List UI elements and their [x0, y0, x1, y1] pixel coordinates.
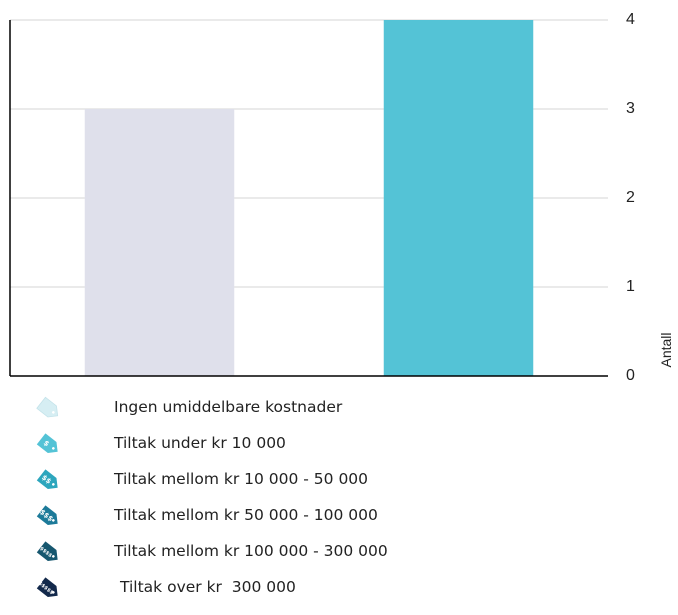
price-tag-icon: $$$: [36, 505, 58, 525]
price-tag-icon: $$$$$: [36, 577, 58, 597]
price-tag-icon: $$: [36, 469, 58, 489]
y-tick-label: 0: [626, 367, 635, 384]
y-tick-label: 2: [626, 189, 635, 206]
legend-item-10000-50000: $$ Tiltak mellom kr 10 000 - 50 000: [30, 464, 630, 494]
price-tag-icon: [36, 396, 59, 418]
legend-label: Tiltak mellom kr 100 000 - 300 000: [114, 542, 388, 560]
y-tick-label: 4: [626, 11, 635, 28]
y-axis-title: Antall: [658, 332, 674, 367]
bar-chart: 0 1 2 3 4 Antall: [9, 11, 674, 384]
legend-label: Tiltak mellom kr 50 000 - 100 000: [114, 506, 378, 524]
y-tick-label: 3: [626, 100, 635, 117]
legend-label: Ingen umiddelbare kostnader: [114, 398, 343, 416]
bar: [84, 109, 235, 376]
bar: [383, 20, 534, 376]
legend-item-no-cost: Ingen umiddelbare kostnader: [30, 392, 630, 422]
legend-label: Tiltak over kr 300 000: [120, 578, 296, 596]
legend-item-50000-100000: $$$ Tiltak mellom kr 50 000 - 100 000: [30, 500, 630, 530]
svg-text:$: $: [42, 439, 51, 448]
price-tag-icon: $$$$: [36, 541, 58, 561]
legend-item-over-300000: $$$$$ Tiltak over kr 300 000: [30, 572, 630, 602]
legend-label: Tiltak under kr 10 000: [114, 434, 286, 452]
legend-item-under-10000: $ Tiltak under kr 10 000: [30, 428, 630, 458]
price-tag-icon: $: [36, 433, 58, 453]
legend-label: Tiltak mellom kr 10 000 - 50 000: [114, 470, 369, 488]
y-tick-label: 1: [626, 278, 635, 295]
legend-item-100000-300000: $$$$ Tiltak mellom kr 100 000 - 300 000: [30, 536, 630, 566]
